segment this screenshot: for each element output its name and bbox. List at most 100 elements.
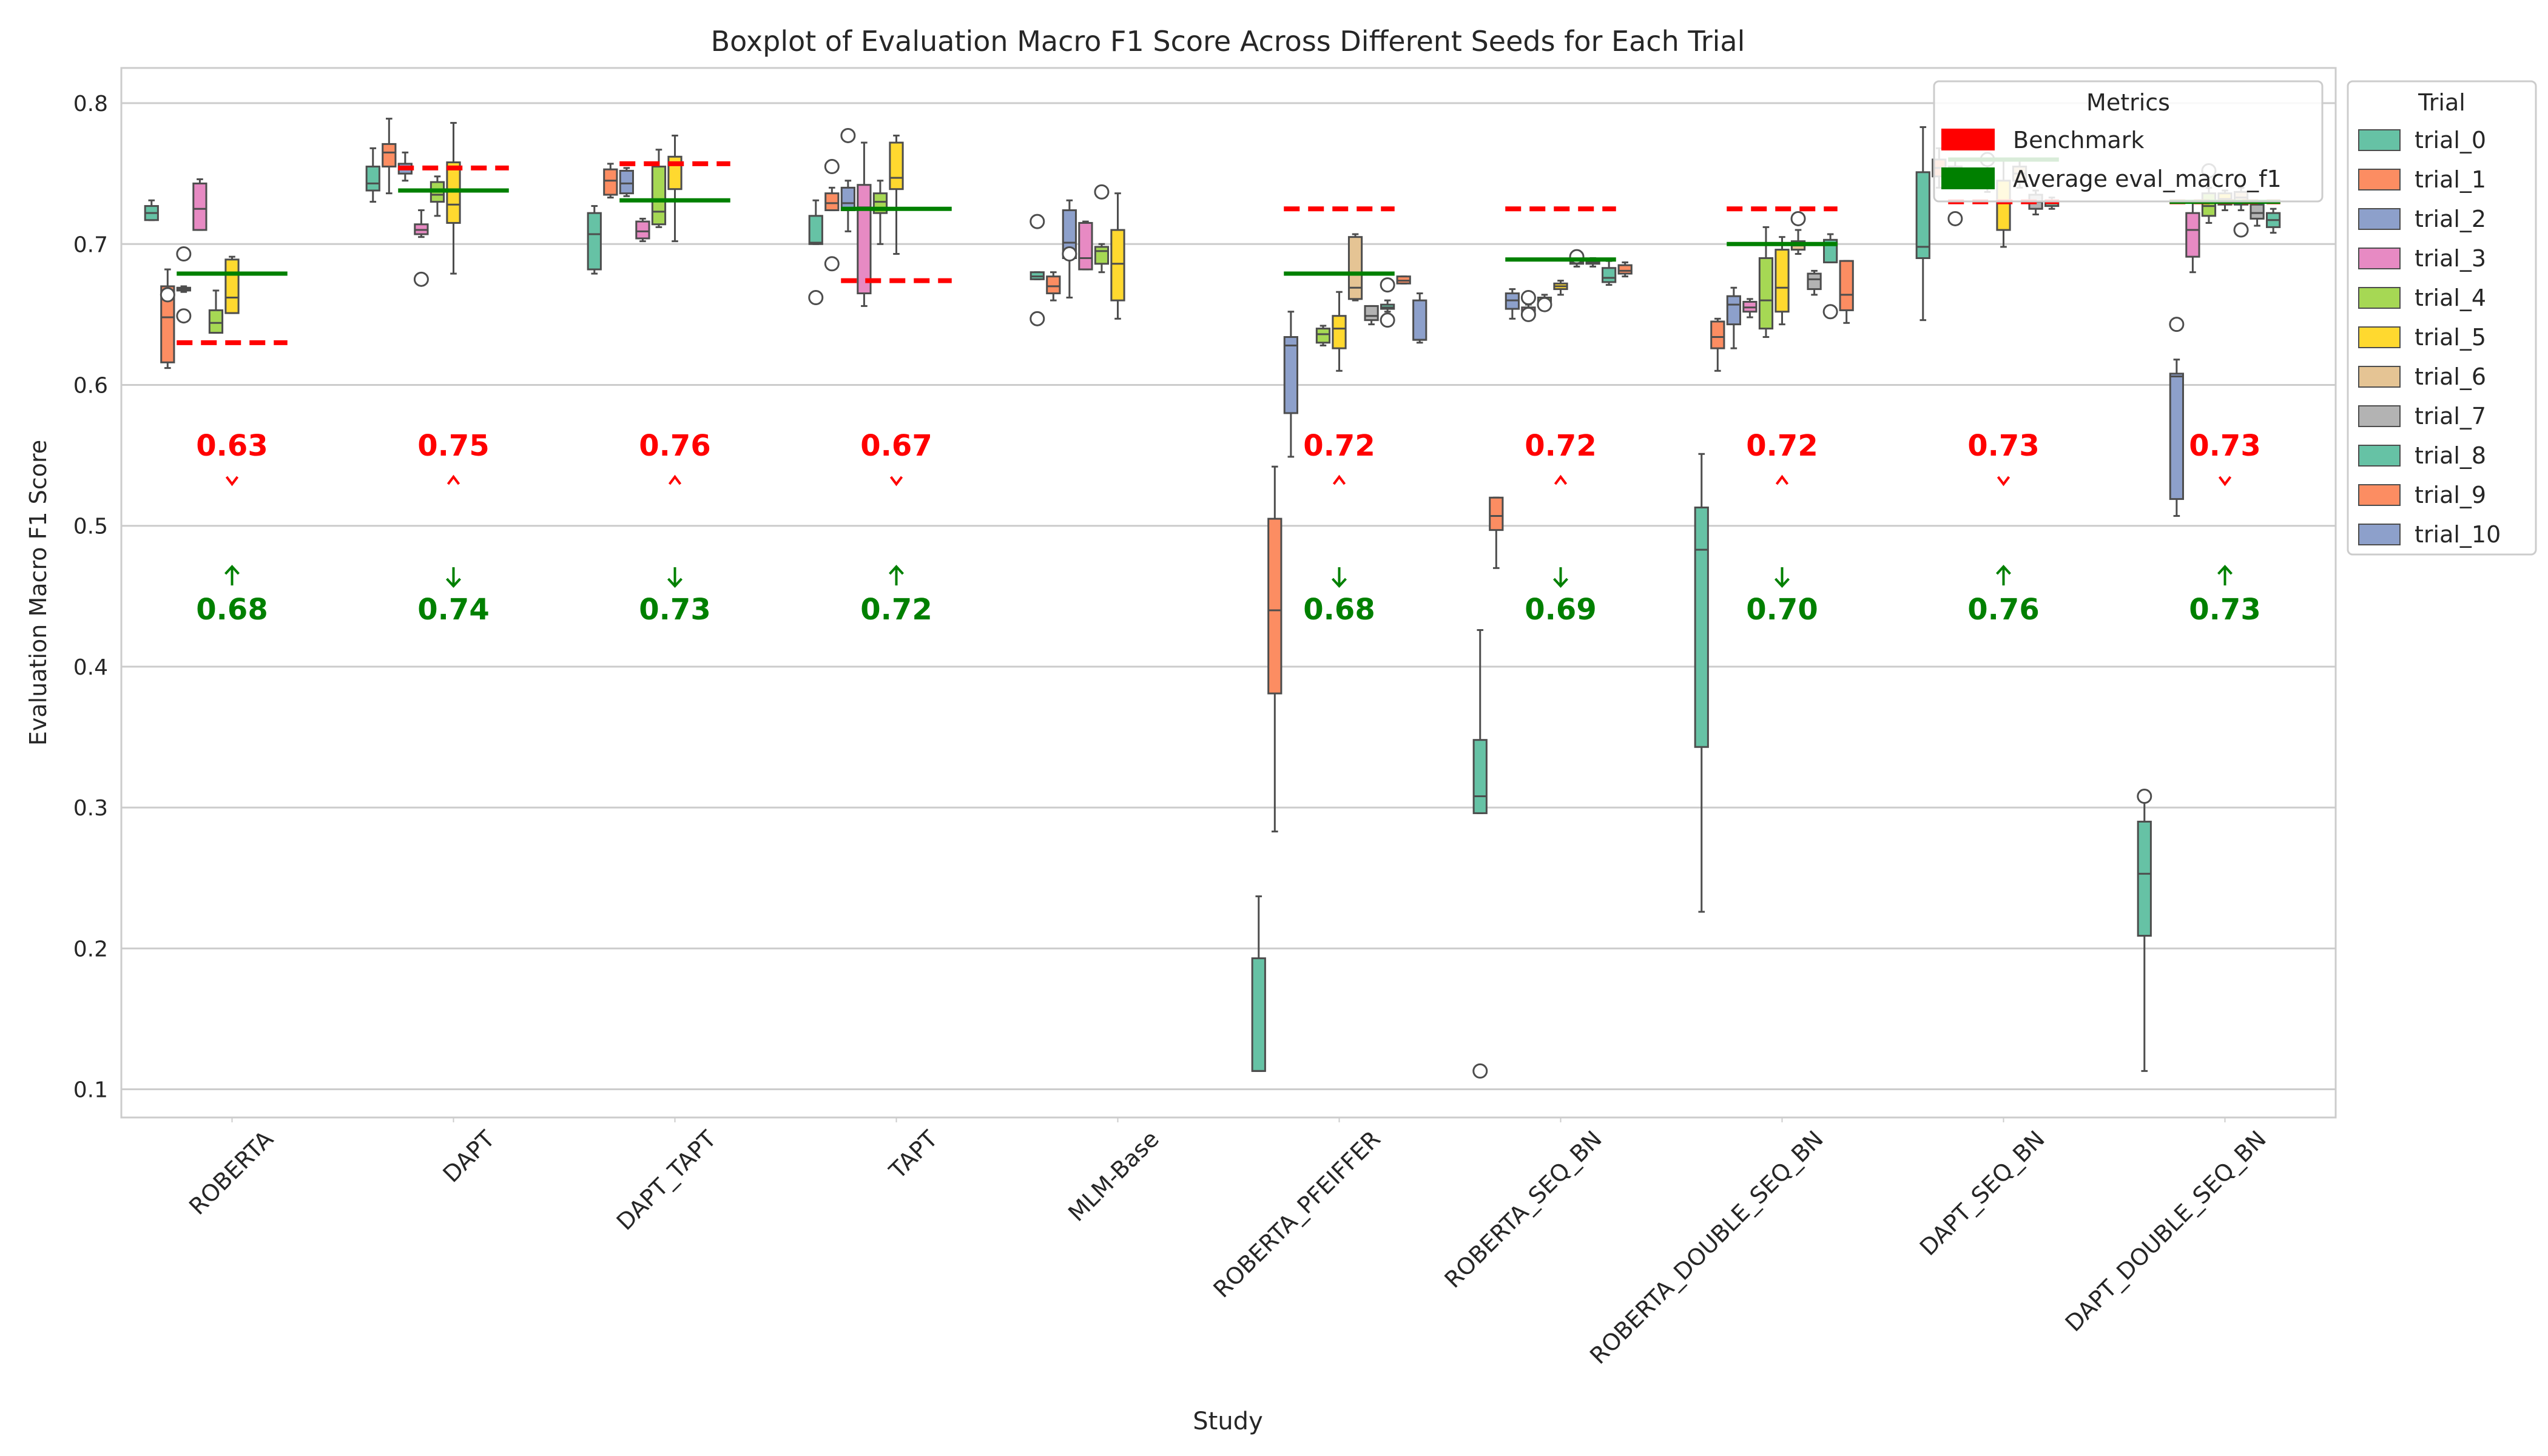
- trial-legend-swatch: [2358, 326, 2401, 348]
- box-roberta_seq_bn-trial-2: [1505, 288, 1520, 320]
- box-body: [2185, 212, 2200, 258]
- box-dapt-trial-0: [365, 147, 380, 203]
- benchmark-arrow-up-icon: [668, 474, 682, 485]
- box-mlm-base-trial-1: [1046, 271, 1061, 302]
- box-dapt_double_seq_bn-trial-3: [2185, 201, 2200, 274]
- box-body: [160, 285, 175, 363]
- benchmark-arrow-up-icon: [447, 474, 460, 485]
- box-body: [1710, 320, 1725, 349]
- box-body: [1412, 299, 1427, 341]
- trial-legend-swatch: [2358, 248, 2401, 269]
- trial-legend-swatch: [2358, 366, 2401, 388]
- trial-legend-label: trial_5: [2415, 324, 2486, 351]
- value-annotations: 0.63 0.68 0.75 0.74 0.76 0.73 0.67 0.72 0.72 0.68…: [196, 429, 2260, 627]
- trial-legend-label: trial_9: [2415, 482, 2486, 508]
- benchmark-arrow-up-icon: [1332, 474, 1346, 485]
- box-roberta_double_seq_bn-trial-1: [1710, 317, 1725, 372]
- box-mlm-base-trial-4: [1094, 184, 1110, 274]
- box-roberta_seq_bn-trial-4: [1537, 294, 1552, 312]
- box-body: [1915, 171, 1930, 259]
- metrics-legend-swatch: [1941, 167, 1995, 189]
- box-body: [1617, 264, 1633, 275]
- box-dapt_tapt-trial-4: [651, 149, 667, 228]
- trial-legend-swatch: [2358, 445, 2401, 467]
- box-outlier: [2233, 222, 2249, 238]
- trial-legend-label: trial_10: [2415, 521, 2501, 548]
- trial-legend-label: trial_1: [2415, 166, 2486, 193]
- box-body: [1774, 249, 1790, 313]
- average-value-label: 0.76: [1967, 593, 2039, 627]
- benchmark-arrow-down-icon: [2218, 476, 2232, 487]
- box-roberta_seq_bn-trial-1: [1489, 496, 1504, 569]
- average-arrow-down-icon: [667, 567, 682, 588]
- benchmark-value-label: 0.73: [1967, 429, 2039, 463]
- benchmark-arrow-up-icon: [1775, 474, 1789, 485]
- box-roberta-trial-3: [192, 178, 207, 231]
- benchmark-arrow-down-icon: [225, 476, 239, 487]
- y-tick-label: 0.2: [73, 937, 108, 962]
- box-outlier: [1520, 306, 1536, 322]
- box-body: [1332, 315, 1347, 349]
- plot-area-background: [121, 68, 2336, 1117]
- box-roberta_double_seq_bn-trial-2: [1726, 286, 1741, 349]
- trial-legend-swatch: [2358, 169, 2401, 190]
- box-body: [1807, 272, 1822, 291]
- average-arrow-up-icon: [889, 565, 904, 585]
- box-roberta-trial-1: [160, 268, 175, 369]
- metrics-legend-label: Average eval_macro_f1: [2013, 166, 2282, 192]
- box-body: [587, 212, 602, 271]
- trial-legend-swatch: [2358, 208, 2401, 230]
- metrics-legend-title: Metrics: [2086, 89, 2170, 116]
- box-mlm-base-trial-0: [1030, 214, 1045, 326]
- box-roberta_pfeiffer-trial-9: [1396, 275, 1411, 285]
- trial-legend-label: trial_6: [2415, 363, 2486, 390]
- box-tapt-trial-2: [840, 127, 856, 232]
- box-outlier: [824, 256, 840, 272]
- metrics-legend-swatch: [1941, 129, 1995, 150]
- arrow-head: [1332, 578, 1347, 588]
- y-axis-label: Evaluation Macro F1 Score: [25, 440, 52, 746]
- y-tick-label: 0.1: [73, 1078, 108, 1103]
- box-outlier: [840, 127, 856, 143]
- box-outlier: [1062, 246, 1077, 262]
- box-dapt-trial-1: [382, 118, 397, 195]
- benchmark-arrow-up-icon: [1554, 474, 1568, 485]
- box-body: [1267, 517, 1282, 695]
- box-body: [1094, 246, 1110, 265]
- box-mlm-base-trial-5: [1110, 192, 1125, 320]
- box-body: [1364, 305, 1379, 322]
- box-body: [1283, 336, 1298, 414]
- average-value-label: 0.69: [1525, 593, 1596, 627]
- box-body: [1251, 957, 1266, 1072]
- benchmark-value-label: 0.72: [1525, 429, 1596, 463]
- box-body: [824, 192, 840, 212]
- box-roberta_double_seq_bn-trial-9: [1839, 260, 1854, 324]
- box-body: [1758, 257, 1774, 330]
- box-body: [224, 258, 240, 314]
- box-outlier: [1030, 214, 1045, 229]
- box-series: [144, 118, 2281, 1079]
- box-outlier: [1790, 211, 1806, 226]
- box-body: [808, 215, 823, 245]
- benchmark-arrow-down-icon: [1997, 476, 2010, 487]
- box-body: [1078, 221, 1093, 271]
- box-roberta_pfeiffer-trial-6: [1347, 233, 1363, 302]
- average-value-label: 0.74: [417, 593, 489, 627]
- box-outlier: [1947, 211, 1963, 226]
- average-value-label: 0.68: [196, 593, 268, 627]
- box-roberta-trial-5: [224, 255, 240, 314]
- trial-legend-swatch: [2358, 405, 2401, 427]
- box-outlier: [1520, 290, 1536, 306]
- box-outlier: [1094, 184, 1110, 200]
- box-tapt-trial-5: [889, 134, 904, 255]
- box-body: [382, 143, 397, 168]
- trial-legend-swatch: [2358, 129, 2401, 151]
- arrow-head: [224, 565, 240, 575]
- box-body: [1694, 507, 1709, 748]
- box-roberta_pfeiffer-trial-10: [1412, 292, 1427, 344]
- trial-legend-swatch: [2358, 484, 2401, 506]
- average-arrow-down-icon: [1553, 567, 1568, 588]
- arrow-head: [446, 578, 461, 588]
- box-dapt_double_seq_bn-trial-2: [2169, 317, 2185, 517]
